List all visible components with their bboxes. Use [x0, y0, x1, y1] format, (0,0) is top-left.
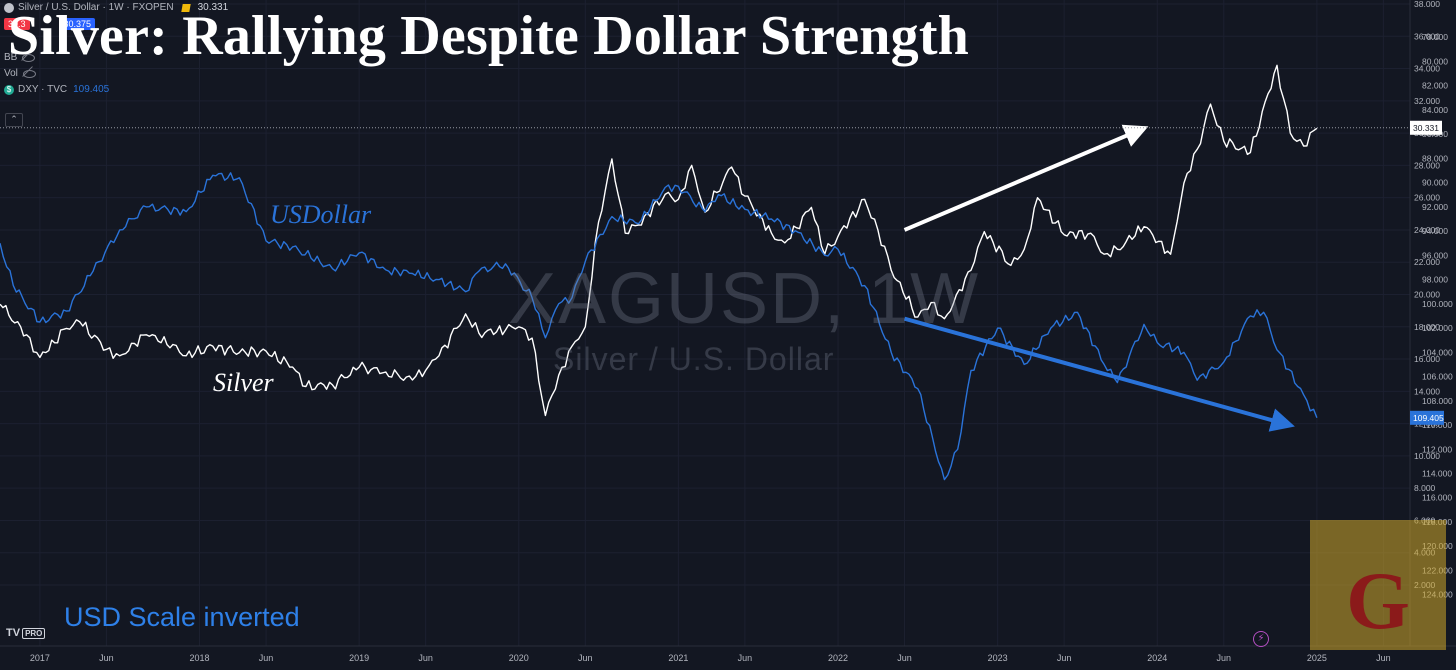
silver-last-value-box — [1410, 120, 1442, 135]
legend-main-value: 30.331 — [197, 2, 229, 13]
x-tick-label: Jun — [738, 653, 753, 663]
legend-pill-row: 30.3 30.375 — [4, 16, 228, 32]
legend-main-row[interactable]: Silver / U.S. Dollar · 1W · FXOPEN 30.33… — [4, 0, 228, 16]
dxy-tick-label: 80.000 — [1422, 56, 1448, 66]
silver-trend-arrow — [903, 124, 1149, 232]
eye-crossed-icon[interactable] — [22, 70, 36, 78]
dxy-tick-label: 78.000 — [1422, 32, 1448, 42]
x-tick-label: 2020 — [509, 653, 529, 663]
chart-title: Silver: Rallying Despite Dollar Strength — [8, 5, 970, 67]
legend-indicator-vol[interactable]: Vol — [4, 66, 228, 82]
indicator-label: BB — [4, 52, 18, 63]
last-value-labels: 30.331 109.405 — [0, 120, 1444, 425]
dxy-last-value: 109.405 — [1413, 413, 1444, 423]
silver-tick-label: 16.000 — [1414, 354, 1440, 364]
dxy-last-value-box — [1410, 410, 1444, 425]
silver-tick-label: 38.000 — [1414, 0, 1440, 9]
usd-series-label: USDollar — [270, 200, 372, 229]
legend-indicator-bb[interactable]: BB — [4, 50, 228, 66]
silver-tick-label: 8.000 — [1414, 483, 1436, 493]
silver-tick-label: 22.000 — [1414, 257, 1440, 267]
silver-tick-label: 26.000 — [1414, 193, 1440, 203]
x-tick-label: 2022 — [828, 653, 848, 663]
x-tick-label: Jun — [1057, 653, 1072, 663]
indicator-label: Vol — [4, 68, 18, 79]
bid-pill[interactable]: 30.3 — [4, 18, 30, 30]
silver-tick-label: 10.000 — [1414, 451, 1440, 461]
x-tick-label: 2017 — [30, 653, 50, 663]
silver-tick-label: 36.000 — [1414, 31, 1440, 41]
watermark-description: Silver / U.S. Dollar — [553, 341, 835, 377]
eye-crossed-icon[interactable] — [22, 54, 36, 62]
dxy-tick-label: 108.000 — [1422, 396, 1453, 406]
x-tick-label: 2025 — [1307, 653, 1327, 663]
trend-arrows — [903, 124, 1295, 432]
dxy-tick-label: 110.000 — [1422, 420, 1452, 430]
x-tick-label: 2019 — [349, 653, 369, 663]
silver-tick-label: 32.000 — [1414, 96, 1440, 106]
dxy-tick-label: 100.000 — [1422, 299, 1453, 309]
silver-tick-label: 20.000 — [1414, 290, 1440, 300]
scale-note: USD Scale inverted — [64, 602, 300, 632]
dxy-tick-label: 112.000 — [1422, 444, 1452, 454]
x-tick-label: 2021 — [668, 653, 688, 663]
dxy-tick-label: 88.000 — [1422, 153, 1448, 163]
dxy-tick-label: 82.000 — [1422, 81, 1448, 91]
dxy-tick-label: 98.000 — [1422, 275, 1448, 285]
dxy-tick-label: 104.000 — [1422, 347, 1453, 357]
x-axis: 2017 Jun 2018 Jun 2019 Jun 2020 Jun 2021 Jun 2022 J… — [0, 645, 1456, 670]
legend-compare-symbol: DXY · TVC — [18, 84, 68, 95]
dxy-tick-label: 96.000 — [1422, 250, 1448, 260]
dxy-tick-label: 116.000 — [1422, 493, 1452, 503]
dxy-tick-label: 102.000 — [1422, 323, 1453, 333]
legend-compare-value: 109.405 — [73, 84, 110, 95]
silver-tick-label: 18.000 — [1414, 322, 1440, 332]
legend-main-symbol: Silver / U.S. Dollar · 1W · FXOPEN — [18, 2, 174, 13]
usdollar-series-line — [0, 172, 1318, 481]
x-tick-label: Jun — [1376, 653, 1391, 663]
legend-compare-row[interactable]: $ DXY · TVC 109.405 — [4, 82, 228, 98]
x-tick-label: 2024 — [1147, 653, 1167, 663]
dxy-tick-label: 94.000 — [1422, 226, 1448, 236]
silver-tick-label: 14.000 — [1414, 386, 1440, 396]
dollar-sign-icon: $ — [4, 85, 14, 95]
silver-tick-label: 24.000 — [1414, 225, 1440, 235]
dxy-tick-label: 84.000 — [1422, 105, 1448, 115]
x-tick-label: Jun — [99, 653, 114, 663]
x-tick-label: Jun — [897, 653, 912, 663]
g-logo-letter: G — [1346, 555, 1410, 646]
pro-badge: PRO — [22, 627, 46, 639]
silver-tick-label: 28.000 — [1414, 160, 1440, 170]
tradingview-logo[interactable]: TV PRO — [6, 627, 46, 639]
silver-symbol-icon — [4, 3, 14, 13]
tv-logo-text: TV — [6, 627, 21, 639]
x-tick-label: Jun — [578, 653, 593, 663]
x-tick-label: 2023 — [988, 653, 1008, 663]
dxy-tick-label: 92.000 — [1422, 202, 1448, 212]
silver-last-value: 30.331 — [1413, 123, 1439, 133]
ask-pill[interactable]: 30.375 — [59, 18, 96, 30]
dxy-tick-label: 106.000 — [1422, 372, 1453, 382]
g-logo: G — [1310, 520, 1446, 650]
legend: Silver / U.S. Dollar · 1W · FXOPEN 30.33… — [4, 0, 228, 98]
x-tick-label: Jun — [1217, 653, 1232, 663]
legend-collapse-button[interactable]: ⌃ — [5, 113, 23, 127]
x-tick-label: Jun — [418, 653, 433, 663]
series-lines — [0, 64, 1318, 481]
silver-series-line — [0, 64, 1318, 417]
lightning-icon[interactable]: ⚡ — [1253, 631, 1269, 647]
chart-grid — [0, 0, 1410, 646]
watermark-symbol: XAGUSD, 1W — [508, 259, 981, 339]
silver-series-label: Silver — [213, 368, 274, 397]
usd-trend-arrow — [903, 316, 1295, 432]
dxy-tick-label: 90.000 — [1422, 178, 1448, 188]
dxy-tick-label: 114.000 — [1422, 469, 1452, 479]
x-tick-label: 2018 — [190, 653, 210, 663]
x-axis-background — [0, 646, 1456, 670]
silver-tick-label: 34.000 — [1414, 64, 1440, 74]
x-tick-label: Jun — [259, 653, 274, 663]
